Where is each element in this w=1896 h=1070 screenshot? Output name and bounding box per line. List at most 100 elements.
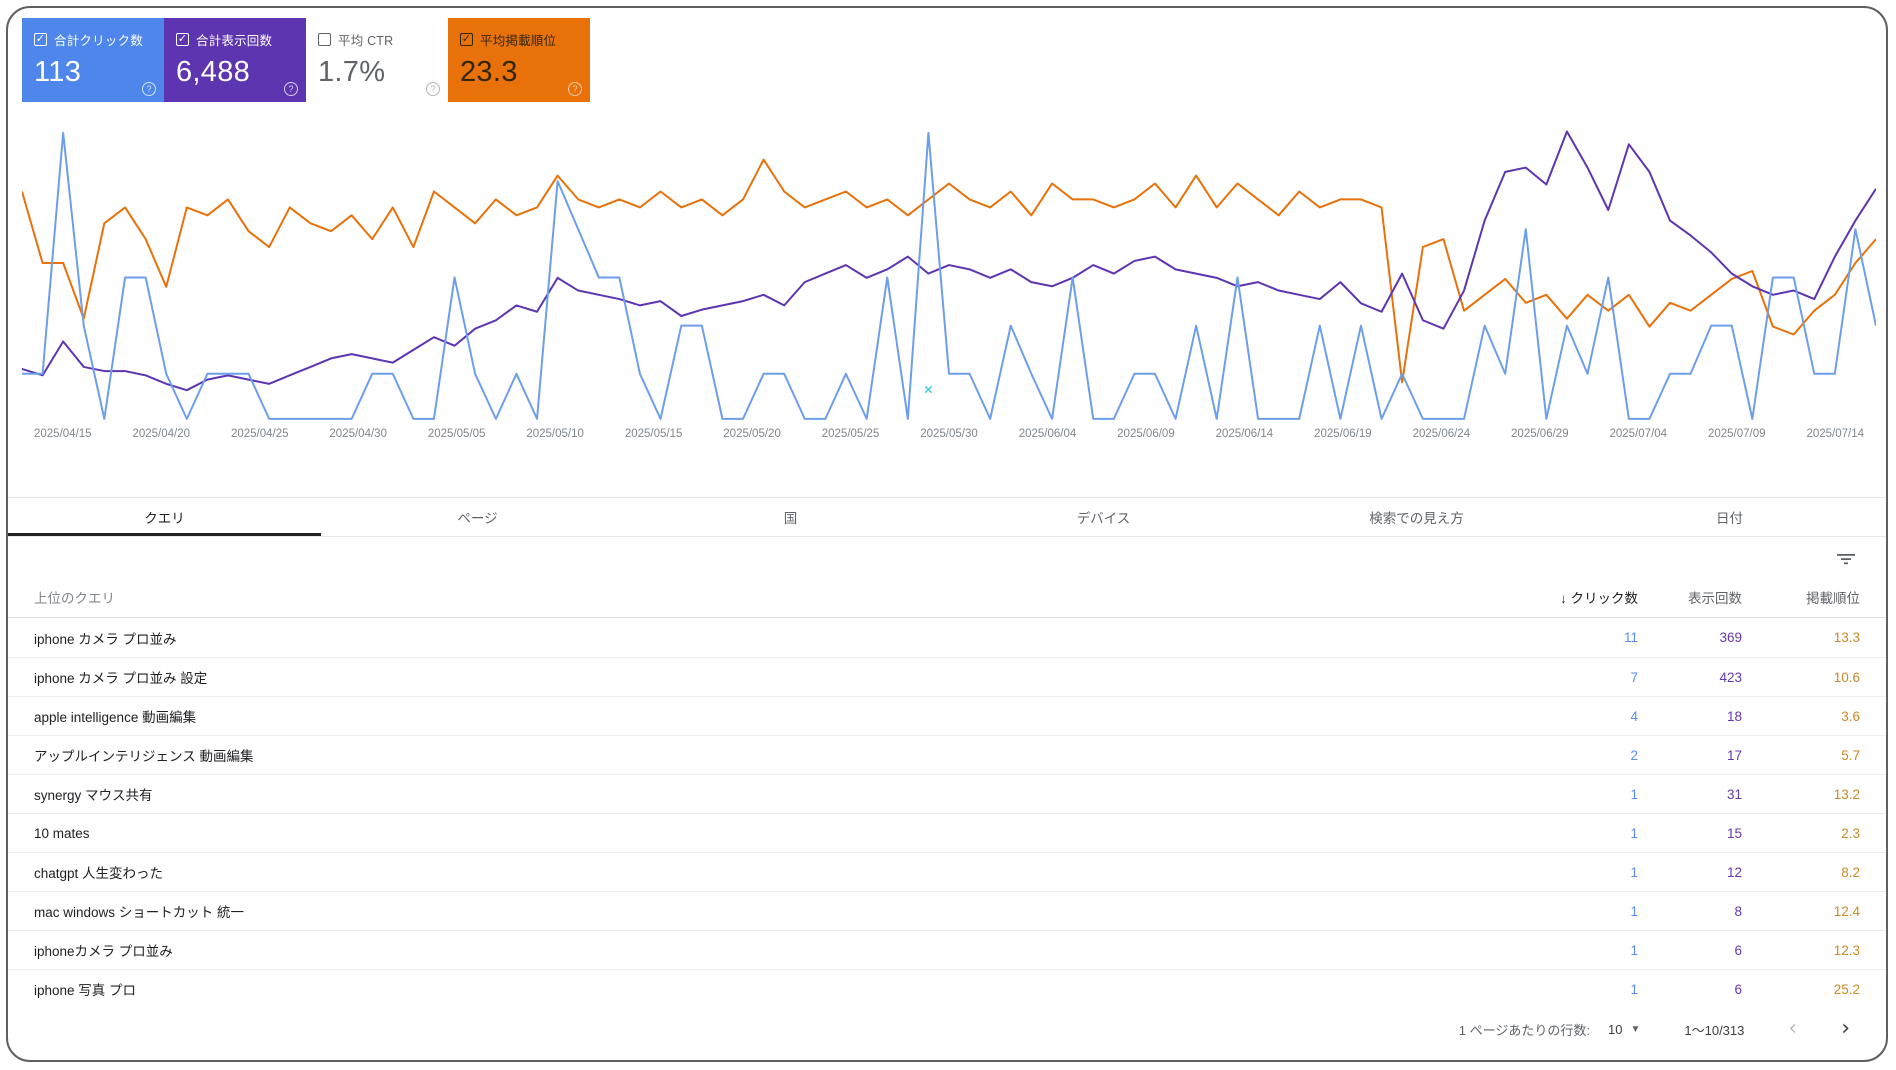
impressions-cell: 8	[1734, 903, 1742, 919]
metric-card-position[interactable]: ✓ 平均掲載順位 23.3?	[448, 18, 590, 102]
position-cell: 2.3	[1841, 825, 1860, 841]
x-axis-tick-label: 2025/07/04	[1609, 428, 1668, 440]
clicks-cell: 1	[1630, 786, 1638, 802]
sort-descending-icon: ↓	[1559, 590, 1567, 606]
query-cell[interactable]: apple intelligence 動画編集	[34, 710, 197, 725]
metric-label: 平均掲載順位	[480, 34, 557, 48]
x-axis-tick-label: 2025/06/19	[1314, 428, 1372, 440]
x-axis-tick-label: 2025/06/09	[1117, 428, 1175, 440]
impressions-cell: 18	[1726, 708, 1742, 724]
impressions-cell: 369	[1719, 630, 1742, 645]
tab-ページ[interactable]: ページ	[457, 511, 498, 526]
query-cell[interactable]: アップルインテリジェンス 動画編集	[34, 749, 254, 764]
position-cell: 13.2	[1833, 786, 1860, 802]
help-icon[interactable]: ?	[568, 82, 582, 96]
chart-x-axis-labels: 2025/04/15 2025/04/20 2025/04/25 2025/04/30…	[34, 428, 1864, 440]
checked-checkbox-icon[interactable]: ✓	[460, 33, 473, 46]
query-cell[interactable]: iphone カメラ プロ並み	[34, 631, 177, 647]
table-row[interactable]: iphone カメラ プロ並み 設定 7 423 10.6	[8, 657, 1886, 696]
performance-chart-area: ×	[22, 104, 1876, 422]
filter-table-icon[interactable]	[1836, 551, 1856, 567]
column-header-queries[interactable]: 上位のクエリ	[34, 590, 115, 606]
x-axis-tick-label: 2025/04/15	[34, 428, 92, 440]
performance-chart	[22, 104, 1876, 422]
x-axis-tick-label: 2025/05/05	[427, 428, 486, 440]
unchecked-checkbox-icon[interactable]	[318, 33, 331, 46]
queries-table: 上位のクエリ ↓ クリック数 表示回数 掲載順位 iphone カメラ プロ並み…	[8, 576, 1886, 1008]
table-row[interactable]: アップルインテリジェンス 動画編集 2 17 5.7	[8, 735, 1886, 774]
pagination-bar: 1 ページあたりの行数: 10 ▼ 1〜10/313 ‹ ›	[8, 1006, 1886, 1052]
clicks-cell: 1	[1630, 942, 1638, 958]
tab-デバイス[interactable]: デバイス	[1076, 511, 1131, 526]
x-axis-tick-label: 2025/04/30	[329, 428, 387, 440]
chart-annotation-x-icon[interactable]: ×	[924, 381, 933, 399]
tab-日付[interactable]: 日付	[1716, 511, 1743, 526]
query-cell[interactable]: 10 mates	[34, 825, 90, 841]
position-cell: 5.7	[1841, 747, 1860, 763]
tab-国[interactable]: 国	[783, 511, 798, 526]
help-icon[interactable]: ?	[284, 82, 298, 96]
x-axis-tick-label: 2025/05/25	[821, 428, 880, 440]
position-cell: 3.6	[1841, 708, 1860, 724]
position-line	[22, 160, 1876, 383]
help-icon[interactable]: ?	[142, 82, 156, 96]
next-page-button[interactable]: ›	[1841, 1016, 1850, 1041]
table-row[interactable]: mac windows ショートカット 統一 1 8 12.4	[8, 891, 1886, 930]
rows-per-page-select[interactable]: 10 ▼	[1608, 1021, 1641, 1037]
impressions-cell: 6	[1734, 942, 1742, 958]
column-header-clicks[interactable]: ↓ クリック数	[1559, 590, 1638, 606]
metric-value: 23.3	[460, 56, 518, 88]
impressions-cell: 423	[1719, 669, 1742, 685]
x-axis-tick-label: 2025/06/24	[1412, 428, 1471, 440]
query-cell[interactable]: chatgpt 人生変わった	[34, 866, 164, 881]
x-axis-tick-label: 2025/06/14	[1215, 428, 1274, 440]
metric-label: 平均 CTR	[338, 34, 394, 48]
clicks-cell: 1	[1630, 903, 1638, 919]
clicks-line	[22, 133, 1876, 419]
query-cell[interactable]: synergy マウス共有	[34, 788, 153, 803]
checked-checkbox-icon[interactable]: ✓	[176, 33, 189, 46]
query-cell[interactable]: iphone 写真 プロ	[34, 983, 137, 998]
metric-card-clicks[interactable]: ✓ 合計クリック数 113?	[22, 18, 164, 102]
column-header-impressions[interactable]: 表示回数	[1688, 590, 1742, 606]
x-axis-tick-label: 2025/06/29	[1511, 428, 1569, 440]
tab-検索での見え方[interactable]: 検索での見え方	[1369, 511, 1464, 526]
table-header-row: 上位のクエリ ↓ クリック数 表示回数 掲載順位	[8, 576, 1886, 618]
position-cell: 13.3	[1833, 630, 1860, 645]
x-axis-tick-label: 2025/05/20	[723, 428, 781, 440]
impressions-cell: 15	[1726, 825, 1742, 841]
impressions-cell: 12	[1726, 864, 1742, 880]
table-row[interactable]: chatgpt 人生変わった 1 12 8.2	[8, 852, 1886, 891]
query-cell[interactable]: iphone カメラ プロ並み 設定	[34, 671, 208, 686]
clicks-cell: 1	[1630, 864, 1638, 880]
metric-card-ctr[interactable]: 平均 CTR 1.7%?	[306, 18, 448, 102]
metric-card-impressions[interactable]: ✓ 合計表示回数 6,488?	[164, 18, 306, 102]
table-row[interactable]: iphoneカメラ プロ並み 1 6 12.3	[8, 930, 1886, 969]
clicks-cell: 11	[1623, 630, 1638, 645]
tab-クエリ[interactable]: クエリ	[8, 498, 321, 536]
clicks-cell: 2	[1630, 747, 1638, 763]
impressions-cell: 31	[1726, 786, 1742, 802]
query-cell[interactable]: iphoneカメラ プロ並み	[34, 944, 173, 959]
x-axis-tick-label: 2025/05/30	[920, 428, 978, 440]
dimension-tabs: クエリ ページ 国 デバイス 検索での見え方 日付	[8, 497, 1886, 537]
table-row[interactable]: apple intelligence 動画編集 4 18 3.6	[8, 696, 1886, 735]
metric-value: 6,488	[176, 56, 251, 88]
column-header-position[interactable]: 掲載順位	[1806, 590, 1860, 606]
position-cell: 10.6	[1833, 669, 1860, 685]
x-axis-tick-label: 2025/05/10	[526, 428, 584, 440]
metric-cards: ✓ 合計クリック数 113? ✓ 合計表示回数 6,488? 平均 CTR 1.7%? ✓ 平均掲…	[22, 18, 590, 102]
table-row[interactable]: 10 mates 1 15 2.3	[8, 813, 1886, 852]
help-icon[interactable]: ?	[426, 82, 440, 96]
table-body: iphone カメラ プロ並み 11 369 13.3 iphone カメラ プロ並み …	[8, 618, 1886, 1008]
x-axis-tick-label: 2025/04/25	[230, 428, 289, 440]
previous-page-button[interactable]: ‹	[1788, 1016, 1798, 1041]
table-row[interactable]: iphone カメラ プロ並み 11 369 13.3	[8, 618, 1886, 657]
query-cell[interactable]: mac windows ショートカット 統一	[34, 905, 245, 920]
position-cell: 8.2	[1841, 864, 1860, 880]
metric-value: 113	[34, 56, 82, 88]
table-row[interactable]: iphone 写真 プロ 1 6 25.2	[8, 969, 1886, 1008]
search-console-performance-panel: ✓ 合計クリック数 113? ✓ 合計表示回数 6,488? 平均 CTR 1.7%? ✓ 平均掲…	[6, 6, 1888, 1062]
checked-checkbox-icon[interactable]: ✓	[34, 33, 47, 46]
table-row[interactable]: synergy マウス共有 1 31 13.2	[8, 774, 1886, 813]
